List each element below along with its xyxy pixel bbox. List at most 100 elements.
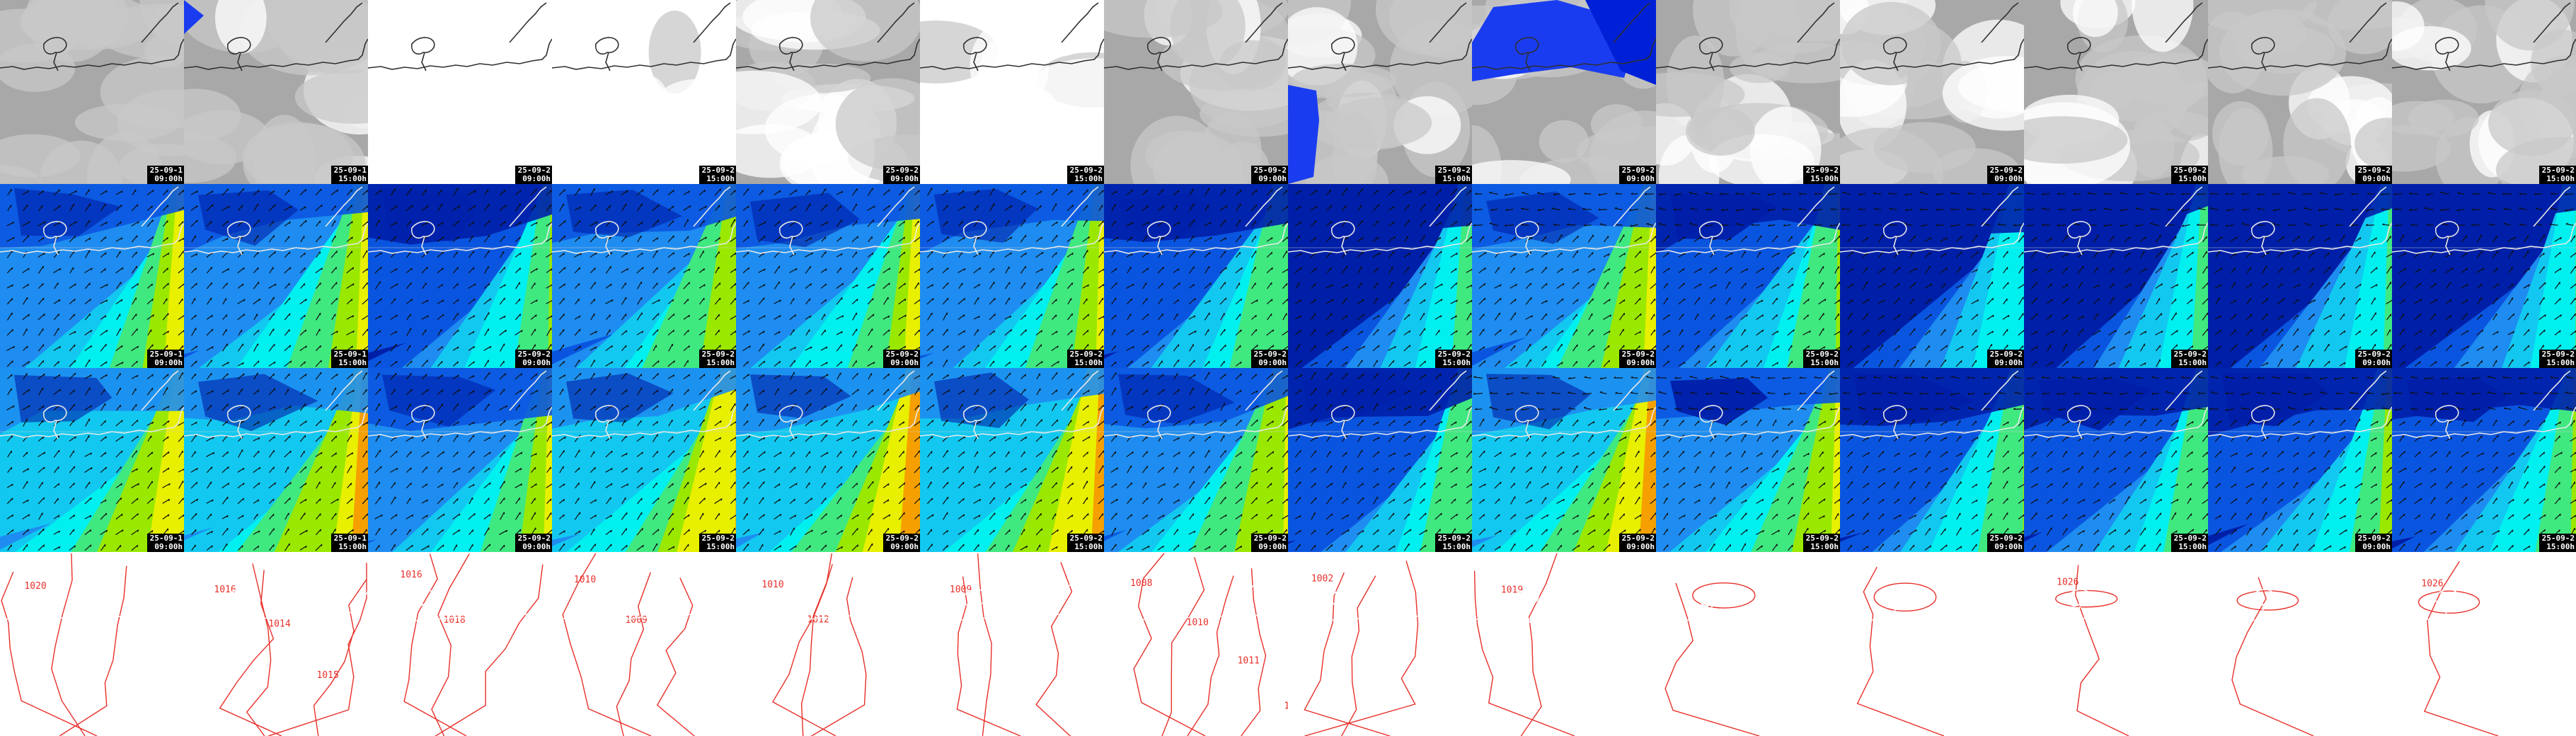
pressure-map: 1008 1010 1011 1007	[1104, 552, 1288, 736]
timestamp-time: 15:00h	[1074, 542, 1103, 551]
timestamp-label: 25-09-2 09:00h	[882, 166, 920, 184]
wind-low-map-tile: 25-09-2 09:00h	[1104, 184, 1288, 368]
timestamp-time: 09:00h	[154, 542, 183, 551]
wind-high-map-tile: 25-09-2 09:00h	[1104, 368, 1288, 552]
wind-low-map-tile: 25-09-2 09:00h	[1840, 184, 2024, 368]
wind-low-map	[736, 184, 920, 368]
cloud-map	[184, 0, 368, 184]
wind-high-map-tile: 25-09-2 09:00h	[1840, 368, 2024, 552]
pressure-map-tile	[1840, 552, 2024, 736]
wind-low-map-tile: 25-09-2 15:00h	[2024, 184, 2208, 368]
coastline	[1472, 554, 1656, 623]
timestamp-time: 15:00h	[1810, 542, 1839, 551]
pressure-map-tile: 1026	[2392, 552, 2576, 736]
timestamp-label: 25-09-2 09:00h	[1618, 534, 1656, 552]
pressure-map-tile: 1016 1018	[368, 552, 552, 736]
wind-high-map	[1656, 368, 1840, 552]
pressure-map-tile: 1010 1012	[736, 552, 920, 736]
coastline	[736, 2, 920, 71]
isobar-label: 1019	[1501, 585, 1523, 595]
pressure-map-tile: 1009	[920, 552, 1104, 736]
timestamp-label: 25-09-1 09:00h	[146, 534, 184, 552]
coastline	[368, 370, 552, 439]
timestamp-time: 15:00h	[1442, 358, 1471, 367]
timestamp-label: 25-09-2 09:00h	[1986, 166, 2024, 184]
pressure-map: 1026	[2392, 552, 2576, 736]
timestamp-date: 25-09-1	[149, 350, 183, 359]
timestamp-time: 15:00h	[338, 358, 367, 367]
wind-high-map-tile: 25-09-2 15:00h	[552, 368, 736, 552]
pressure-map: 1010 1012	[736, 552, 920, 736]
pressure-map: 1019	[1472, 552, 1656, 736]
isobar-label: 1014	[268, 619, 290, 629]
wind-high-map-tile: 25-09-2 09:00h	[2208, 368, 2392, 552]
cloud-map	[1104, 0, 1288, 184]
coastline	[552, 554, 736, 623]
timestamp-label: 25-09-2 09:00h	[882, 534, 920, 552]
timestamp-label: 25-09-2 09:00h	[882, 350, 920, 368]
timestamp-time: 09:00h	[1994, 358, 2023, 367]
timestamp-date: 25-09-2	[1253, 166, 1287, 175]
wind-high-map	[184, 368, 368, 552]
pressure-map-tile: 1002	[1288, 552, 1472, 736]
timestamp-label: 25-09-1 09:00h	[146, 350, 184, 368]
wind-high-map-tile: 25-09-2 15:00h	[2024, 368, 2208, 552]
wind-low-map	[1288, 184, 1472, 368]
timestamp-time: 09:00h	[1626, 542, 1655, 551]
coastline	[1288, 554, 1472, 623]
wind-arrows	[6, 372, 184, 551]
cloud-map	[736, 0, 920, 184]
timestamp-date: 25-09-2	[517, 166, 551, 175]
coastline	[1104, 2, 1288, 71]
wind-arrows	[558, 188, 736, 367]
timestamp-label: 25-09-2 15:00h	[698, 166, 736, 184]
timestamp-label: 25-09-2 09:00h	[2354, 166, 2392, 184]
wind-high-map-tile: 25-09-2 09:00h	[1472, 368, 1656, 552]
isobar-label: 1016	[214, 585, 236, 595]
coastline	[1656, 2, 1840, 71]
coastline	[2024, 2, 2208, 71]
isobars	[1473, 553, 1575, 736]
cloud-map	[1656, 0, 1840, 184]
timestamp-time: 09:00h	[2362, 174, 2391, 183]
timestamp-date: 25-09-2	[1805, 350, 1839, 359]
pressure-map: 1026	[2024, 552, 2208, 736]
cloud-map-tile: 25-09-2 09:00h	[1104, 0, 1288, 184]
wind-arrows	[2393, 375, 2576, 551]
wind-arrows	[1657, 375, 1840, 551]
isobar-label: 1002	[1311, 573, 1333, 584]
timestamp-time: 15:00h	[2546, 174, 2575, 183]
timestamp-time: 09:00h	[1258, 358, 1287, 367]
coastline	[0, 186, 184, 255]
timestamp-date: 25-09-2	[2357, 166, 2391, 175]
isobars	[771, 553, 867, 736]
isobars	[1304, 560, 1419, 736]
timestamp-date: 25-09-2	[2357, 534, 2391, 543]
isobar-label: 1018	[443, 615, 465, 626]
wind-high-map	[1288, 368, 1472, 552]
coastline	[2208, 186, 2392, 255]
timestamp-label: 25-09-2 09:00h	[1986, 350, 2024, 368]
timestamp-label: 25-09-2 09:00h	[1250, 350, 1288, 368]
wind-arrows	[2209, 191, 2392, 367]
timestamp-date: 25-09-2	[2173, 166, 2207, 175]
pressure-map: 1020	[0, 552, 184, 736]
wind-arrows	[1658, 191, 1840, 367]
pressure-map-tile	[1656, 552, 1840, 736]
timestamp-label: 25-09-2 15:00h	[698, 534, 736, 552]
coastline	[1472, 2, 1656, 71]
wind-arrows	[2026, 191, 2208, 367]
pressure-map-tile: 1019	[1472, 552, 1656, 736]
wind-arrows	[374, 188, 552, 367]
timestamp-label: 25-09-1 15:00h	[330, 534, 368, 552]
wind-high-map	[1472, 368, 1656, 552]
timestamp-time: 15:00h	[2178, 542, 2207, 551]
timestamp-date: 25-09-2	[2173, 534, 2207, 543]
wind-arrows	[1294, 372, 1472, 551]
coastline	[2208, 2, 2392, 71]
pressure-map	[2208, 552, 2392, 736]
wind-low-map	[368, 184, 552, 368]
isobar-label: 1011	[1238, 656, 1260, 667]
wind-high-map-tile: 25-09-1 15:00h	[184, 368, 368, 552]
timestamp-label: 25-09-2 15:00h	[2538, 166, 2576, 184]
